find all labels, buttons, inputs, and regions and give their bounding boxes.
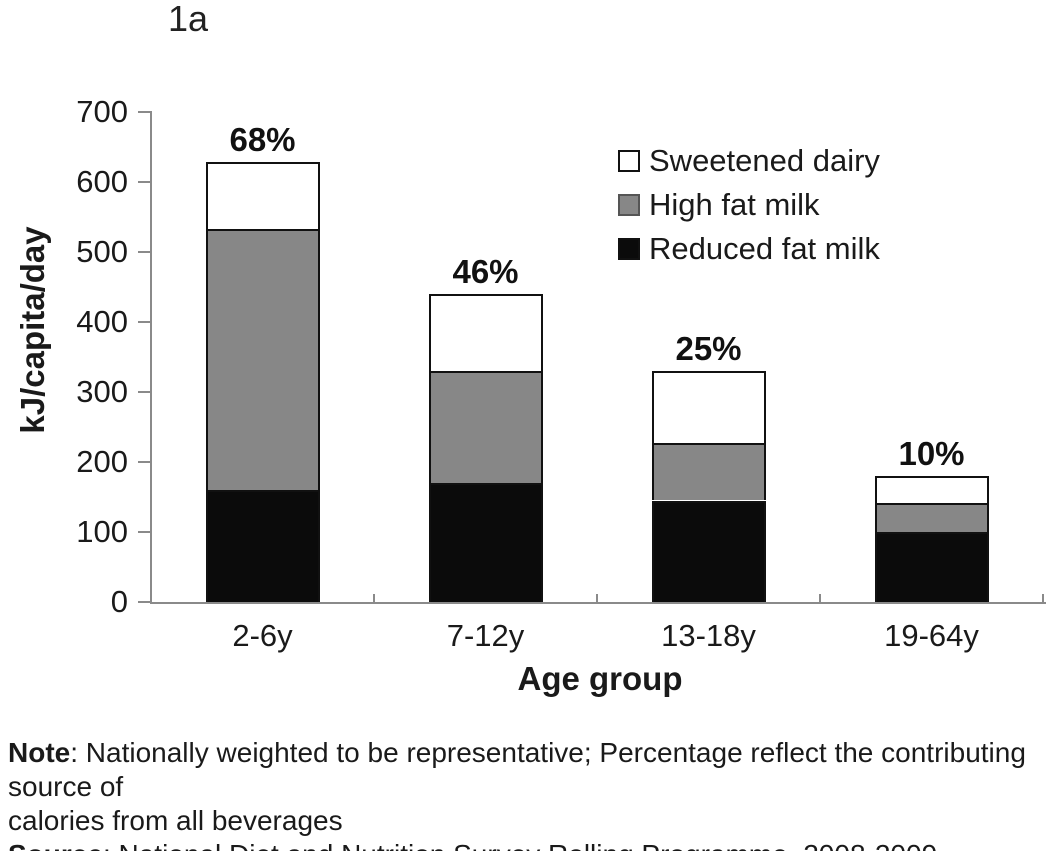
bar-value-label: 68% xyxy=(229,121,296,159)
bar-segment-high-fat-milk xyxy=(651,443,766,501)
x-axis-category-label: 2-6y xyxy=(232,618,293,653)
note-text: calories from all beverages xyxy=(8,805,343,836)
y-axis-tick-label: 0 xyxy=(110,584,128,619)
legend-item: Sweetened dairy xyxy=(618,143,880,178)
bar-segment-reduced-fat-milk xyxy=(205,490,320,602)
y-axis-tick xyxy=(138,391,150,393)
legend: Sweetened dairy High fat milk Reduced fat … xyxy=(618,143,880,278)
note-label: Source xyxy=(8,839,103,851)
y-axis-tick xyxy=(138,321,150,323)
bar-value-label: 10% xyxy=(898,435,965,472)
bar-value-label: 46% xyxy=(452,253,519,290)
x-axis-category-label: 13-18y xyxy=(661,618,756,653)
y-axis-line xyxy=(150,111,152,604)
legend-swatch-icon xyxy=(618,238,640,260)
y-axis-tick-label: 200 xyxy=(76,444,128,479)
y-axis-tick xyxy=(138,601,150,603)
legend-item-label: Reduced fat milk xyxy=(649,231,880,266)
x-axis-tick xyxy=(150,594,152,603)
x-axis-category-label: 19-64y xyxy=(884,618,979,653)
note-text: : National Diet and Nutrition Survey Rol… xyxy=(8,839,937,851)
legend-item: High fat milk xyxy=(618,187,880,222)
y-axis-tick xyxy=(138,251,150,253)
x-axis-tick xyxy=(819,594,821,603)
bar-segment-sweetened-dairy xyxy=(874,476,989,504)
x-axis-title: Age group xyxy=(517,660,683,697)
y-axis-tick xyxy=(138,461,150,463)
figure-label: 1a xyxy=(168,0,209,39)
y-axis-tick-label: 100 xyxy=(76,514,128,549)
y-axis-tick-label: 400 xyxy=(76,304,128,339)
bar-segment-sweetened-dairy xyxy=(651,371,766,444)
y-axis-tick xyxy=(138,531,150,533)
bar-segment-sweetened-dairy xyxy=(205,162,320,229)
note-text: : Nationally weighted to be representati… xyxy=(8,737,1026,802)
x-axis-tick xyxy=(596,594,598,603)
y-axis-tick-label: 300 xyxy=(76,374,128,409)
legend-item-label: High fat milk xyxy=(649,187,820,222)
x-axis-tick xyxy=(1042,594,1044,603)
x-axis-tick xyxy=(373,594,375,603)
bar-segment-sweetened-dairy xyxy=(428,294,543,371)
note-label: Note xyxy=(8,737,71,768)
note-line: Source: National Diet and Nutrition Surv… xyxy=(8,838,1048,851)
legend-item-label: Sweetened dairy xyxy=(649,143,880,178)
notes: Note: Nationally weighted to be represen… xyxy=(8,736,1048,851)
y-axis-tick-label: 600 xyxy=(76,164,128,199)
bar-segment-high-fat-milk xyxy=(874,503,989,532)
note-line: calories from all beverages xyxy=(8,804,1048,838)
x-axis-line xyxy=(150,602,1046,604)
bar-segment-high-fat-milk xyxy=(428,371,543,483)
bar-segment-high-fat-milk xyxy=(205,228,320,490)
legend-item: Reduced fat milk xyxy=(618,231,880,266)
legend-swatch-icon xyxy=(618,150,640,172)
x-axis-category-label: 7-12y xyxy=(446,618,525,653)
bar-segment-reduced-fat-milk xyxy=(428,483,543,602)
bar-segment-reduced-fat-milk xyxy=(874,532,989,602)
bar-value-label: 25% xyxy=(675,330,742,367)
note-line: Note: Nationally weighted to be represen… xyxy=(8,736,1048,804)
y-axis-tick xyxy=(138,111,150,113)
y-axis-tick-label: 700 xyxy=(76,94,128,129)
y-axis-tick-label: 500 xyxy=(76,234,128,269)
legend-swatch-icon xyxy=(618,194,640,216)
y-axis-tick xyxy=(138,181,150,183)
bar-segment-reduced-fat-milk xyxy=(651,500,766,602)
